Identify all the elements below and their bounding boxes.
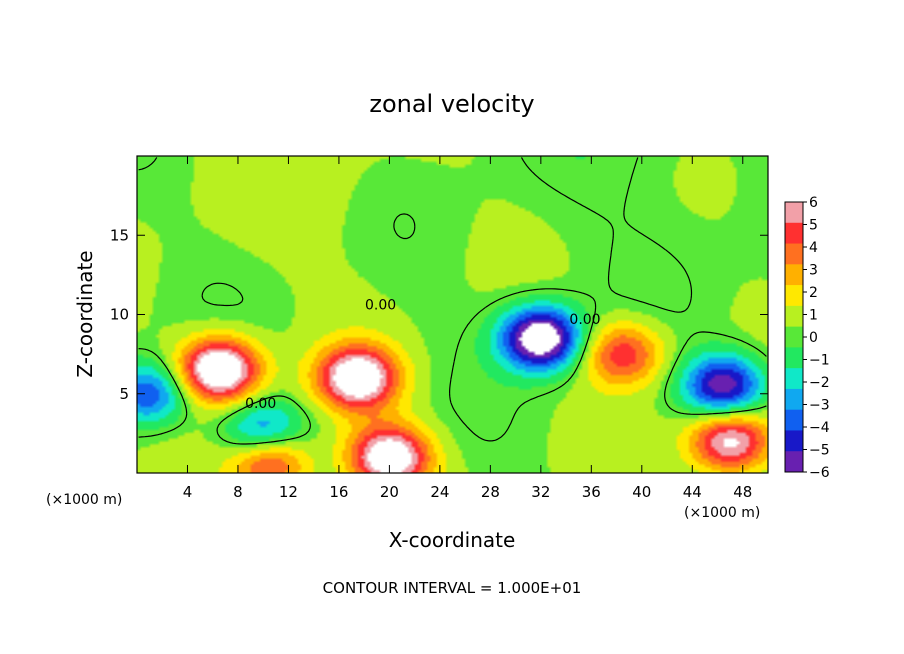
x-tick-label: 12 — [279, 483, 298, 501]
chart-title: zonal velocity — [369, 90, 534, 118]
contour-label: 0.00 — [365, 298, 396, 314]
colorbar-swatch — [785, 388, 803, 411]
colorbar-swatch — [785, 243, 803, 265]
colorbar-tick-label: 4 — [809, 240, 818, 256]
x-tick-label: 20 — [380, 483, 399, 501]
contour-label: 0.00 — [245, 396, 276, 412]
colorbar-tick-label: 0 — [809, 330, 818, 346]
colorbar-tick-label: 6 — [809, 195, 818, 211]
colorbar-tick-label: −4 — [809, 420, 830, 436]
x-unit-left: (×1000 m) — [46, 492, 122, 508]
y-tick-label: 15 — [110, 226, 129, 244]
x-tick-label: 28 — [481, 483, 500, 501]
colorbar-swatch — [785, 368, 803, 390]
x-tick-label: 36 — [582, 483, 601, 501]
x-axis: 4 8 12 16 20 24 28 32 36 40 44 48 — [183, 156, 752, 501]
y-tick-label: 5 — [119, 385, 129, 403]
x-unit-right: (×1000 m) — [684, 505, 760, 521]
colorbar-swatch — [785, 305, 803, 328]
colorbar-tick-label: 1 — [809, 308, 818, 324]
contour-labels: 0.00 0.00 0.00 — [245, 298, 601, 412]
colorbar-swatch — [785, 222, 803, 245]
colorbar-swatch — [785, 326, 803, 348]
zero-contour — [138, 157, 767, 445]
colorbar-swatch — [785, 347, 803, 369]
x-tick-label: 48 — [733, 483, 752, 501]
x-tick-label: 40 — [632, 483, 651, 501]
colorbar-tick-label: −3 — [809, 398, 830, 414]
colorbar-swatch — [785, 264, 803, 286]
colorbar-tick-label: −6 — [809, 465, 830, 481]
colorbar-swatch — [785, 285, 803, 307]
y-axis-label: Z-coordinate — [73, 250, 97, 377]
colorbar-tick-label: 2 — [809, 285, 818, 301]
x-tick-label: 44 — [683, 483, 702, 501]
x-tick-label: 24 — [430, 483, 449, 501]
x-tick-label: 16 — [329, 483, 348, 501]
y-tick-label: 10 — [110, 306, 129, 324]
contour-label: 0.00 — [569, 312, 600, 328]
colorbar-tick-label: −1 — [809, 353, 830, 369]
colorbar-tick-label: −2 — [809, 375, 830, 391]
colorbar-swatch — [785, 202, 803, 224]
colorbar-swatch — [785, 451, 803, 473]
x-tick-label: 32 — [531, 483, 550, 501]
colorbar-tick-label: 5 — [809, 218, 818, 234]
x-tick-label: 8 — [233, 483, 243, 501]
y-axis: 5 10 15 — [110, 226, 768, 403]
contour-lines — [138, 157, 767, 445]
plot-area: 0.00 0.00 0.00 — [136, 155, 769, 474]
colorbar: 6 5 4 3 2 1 0 −1 −2 −3 −4 −5 −6 — [784, 195, 830, 481]
colorbar-tick-label: 3 — [809, 263, 818, 279]
colorbar-tick-label: −5 — [809, 443, 830, 459]
colorbar-swatch — [785, 430, 803, 452]
x-tick-label: 4 — [183, 483, 193, 501]
contour-interval-note: CONTOUR INTERVAL = 1.000E+01 — [323, 579, 582, 597]
x-axis-label: X-coordinate — [389, 528, 516, 552]
heatmap-field — [137, 156, 768, 473]
colorbar-swatch — [785, 409, 803, 431]
